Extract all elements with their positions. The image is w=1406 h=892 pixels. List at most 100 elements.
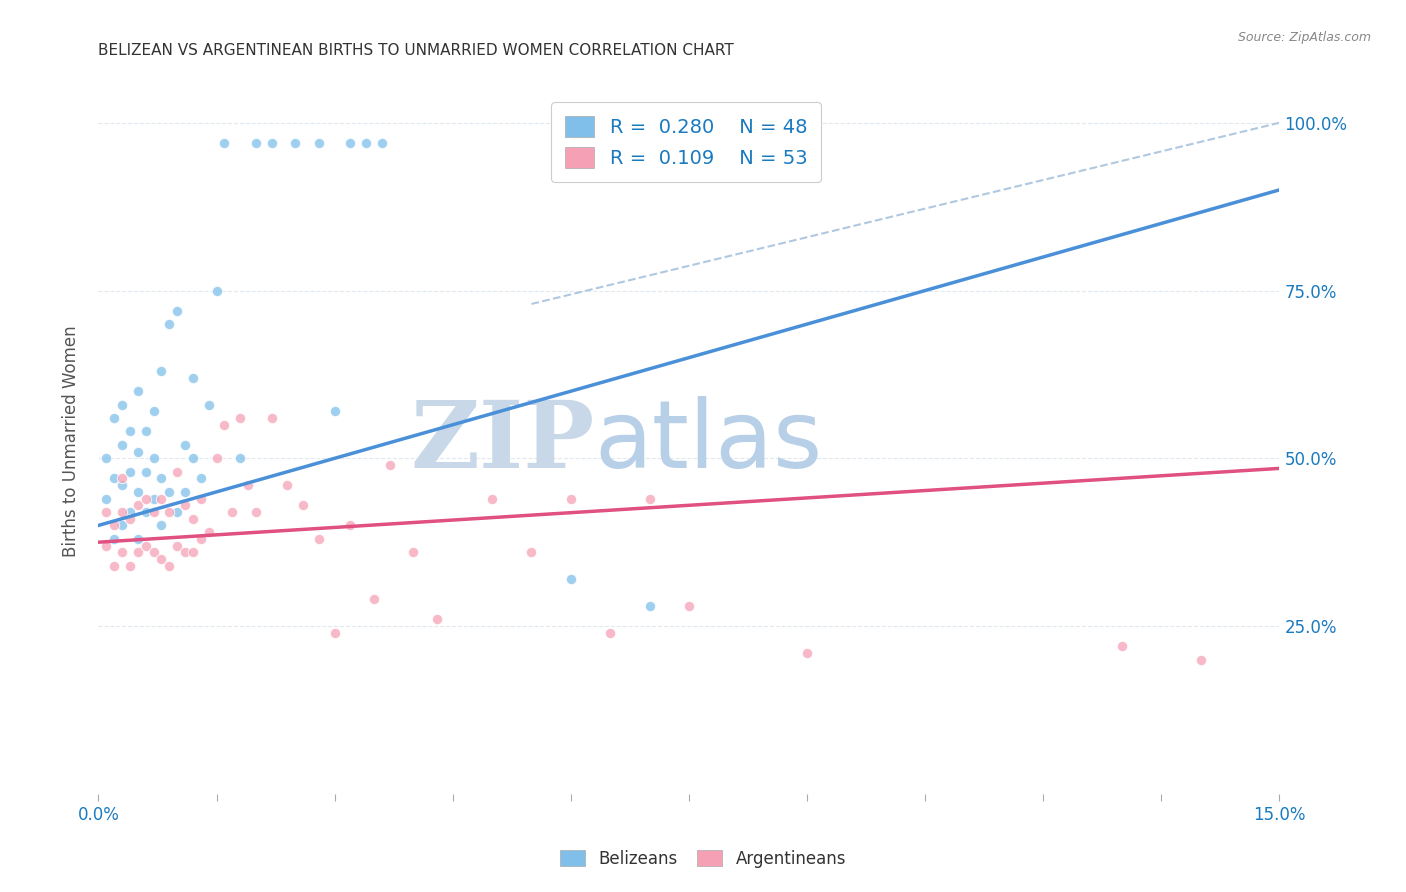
Point — [157, 505, 180, 519]
Point — [118, 558, 141, 573]
Point — [150, 552, 173, 566]
Point — [190, 491, 212, 506]
Point — [157, 558, 180, 573]
Point — [135, 539, 157, 553]
Text: atlas: atlas — [595, 395, 823, 488]
Point — [520, 545, 543, 559]
Point — [214, 136, 236, 150]
Point — [599, 625, 621, 640]
Point — [142, 451, 165, 466]
Point — [354, 136, 377, 150]
Point — [142, 505, 165, 519]
Point — [111, 505, 134, 519]
Point — [214, 417, 236, 432]
Point — [96, 505, 118, 519]
Point — [796, 646, 818, 660]
Legend: R =  0.280    N = 48, R =  0.109    N = 53: R = 0.280 N = 48, R = 0.109 N = 53 — [551, 103, 821, 182]
Point — [245, 136, 267, 150]
Point — [174, 484, 197, 499]
Point — [678, 599, 700, 613]
Point — [378, 458, 401, 472]
Point — [127, 545, 149, 559]
Point — [127, 484, 149, 499]
Point — [638, 599, 661, 613]
Text: Source: ZipAtlas.com: Source: ZipAtlas.com — [1237, 31, 1371, 45]
Point — [111, 545, 134, 559]
Point — [308, 532, 330, 546]
Point — [292, 498, 315, 512]
Point — [363, 592, 385, 607]
Point — [1189, 653, 1212, 667]
Point — [103, 411, 125, 425]
Point — [96, 451, 118, 466]
Point — [118, 512, 141, 526]
Point — [166, 539, 188, 553]
Point — [426, 612, 449, 626]
Point — [181, 451, 204, 466]
Point — [111, 398, 134, 412]
Point — [638, 491, 661, 506]
Point — [127, 444, 149, 458]
Point — [118, 425, 141, 439]
Point — [166, 465, 188, 479]
Point — [150, 471, 173, 485]
Point — [181, 545, 204, 559]
Point — [190, 532, 212, 546]
Point — [111, 478, 134, 492]
Point — [111, 438, 134, 452]
Point — [339, 136, 361, 150]
Point — [96, 539, 118, 553]
Point — [118, 465, 141, 479]
Point — [260, 411, 283, 425]
Point — [142, 491, 165, 506]
Point — [111, 518, 134, 533]
Point — [402, 545, 425, 559]
Point — [308, 136, 330, 150]
Legend: Belizeans, Argentineans: Belizeans, Argentineans — [553, 844, 853, 875]
Point — [229, 451, 252, 466]
Point — [205, 284, 228, 298]
Point — [197, 525, 219, 540]
Point — [323, 625, 346, 640]
Point — [150, 491, 173, 506]
Point — [236, 478, 259, 492]
Text: ZIP: ZIP — [411, 397, 595, 486]
Point — [157, 317, 180, 331]
Point — [111, 471, 134, 485]
Point — [481, 491, 503, 506]
Point — [127, 532, 149, 546]
Point — [339, 518, 361, 533]
Point — [103, 471, 125, 485]
Point — [127, 384, 149, 399]
Point — [96, 491, 118, 506]
Point — [190, 471, 212, 485]
Point — [229, 411, 252, 425]
Point — [205, 451, 228, 466]
Point — [174, 438, 197, 452]
Point — [103, 532, 125, 546]
Point — [157, 484, 180, 499]
Point — [181, 512, 204, 526]
Point — [135, 491, 157, 506]
Point — [371, 136, 394, 150]
Point — [197, 398, 219, 412]
Point — [135, 505, 157, 519]
Point — [560, 572, 582, 586]
Point — [103, 558, 125, 573]
Point — [174, 545, 197, 559]
Point — [103, 518, 125, 533]
Point — [560, 491, 582, 506]
Point — [166, 303, 188, 318]
Point — [118, 505, 141, 519]
Point — [1111, 639, 1133, 653]
Point — [221, 505, 243, 519]
Point — [323, 404, 346, 418]
Point — [174, 498, 197, 512]
Point — [150, 364, 173, 378]
Point — [276, 478, 298, 492]
Point — [135, 425, 157, 439]
Point — [245, 505, 267, 519]
Point — [260, 136, 283, 150]
Point — [166, 505, 188, 519]
Point — [284, 136, 307, 150]
